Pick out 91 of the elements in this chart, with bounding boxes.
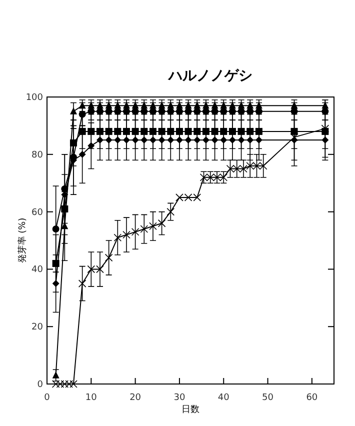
point bbox=[184, 108, 192, 115]
point bbox=[122, 136, 130, 144]
point bbox=[122, 108, 130, 115]
point bbox=[321, 124, 330, 132]
point bbox=[60, 380, 69, 388]
point bbox=[238, 136, 245, 144]
point bbox=[167, 136, 174, 144]
point bbox=[88, 108, 95, 115]
point bbox=[228, 108, 236, 115]
point bbox=[220, 108, 228, 115]
x-tick-label: 50 bbox=[262, 393, 274, 403]
point bbox=[105, 108, 112, 115]
point bbox=[238, 108, 245, 115]
point bbox=[88, 142, 95, 150]
y-tick-label: 80 bbox=[32, 150, 44, 160]
x-axis-title: 日数 bbox=[182, 404, 200, 415]
point bbox=[96, 136, 104, 144]
point bbox=[52, 226, 60, 233]
point bbox=[158, 108, 166, 115]
point bbox=[158, 219, 166, 228]
point bbox=[114, 136, 122, 144]
point bbox=[158, 128, 166, 135]
point bbox=[132, 136, 139, 144]
point bbox=[238, 128, 245, 135]
point bbox=[252, 162, 261, 170]
y-tick-label: 40 bbox=[32, 265, 44, 276]
point bbox=[184, 194, 192, 202]
point bbox=[88, 128, 95, 135]
point bbox=[232, 164, 241, 173]
point bbox=[211, 136, 218, 144]
point bbox=[166, 208, 175, 216]
point bbox=[246, 108, 254, 115]
point bbox=[290, 133, 298, 142]
x-tick-label: 0 bbox=[44, 393, 50, 403]
x-tick-label: 20 bbox=[130, 393, 142, 403]
point bbox=[255, 108, 262, 115]
point bbox=[52, 280, 60, 288]
point bbox=[140, 225, 148, 233]
point bbox=[255, 136, 262, 144]
point bbox=[140, 136, 148, 144]
point bbox=[158, 136, 166, 144]
point bbox=[149, 108, 156, 115]
point bbox=[194, 108, 201, 115]
point bbox=[70, 380, 78, 388]
y-tick-label: 0 bbox=[37, 380, 44, 390]
point bbox=[176, 194, 184, 202]
point bbox=[78, 280, 86, 288]
point bbox=[131, 228, 140, 236]
x-tick-label: 60 bbox=[306, 393, 318, 403]
point bbox=[184, 136, 192, 144]
point bbox=[104, 254, 113, 262]
point bbox=[96, 108, 104, 115]
point bbox=[149, 136, 156, 144]
point bbox=[202, 108, 210, 115]
point bbox=[176, 136, 183, 144]
point bbox=[105, 128, 112, 135]
x-tick-label: 30 bbox=[174, 393, 186, 403]
point bbox=[167, 108, 174, 115]
point bbox=[52, 380, 60, 388]
y-tick-label: 60 bbox=[32, 208, 44, 218]
point bbox=[96, 265, 104, 274]
point bbox=[149, 222, 157, 230]
point bbox=[52, 371, 60, 378]
point bbox=[105, 136, 112, 144]
y-axis-title: 発芽率 (%) bbox=[17, 218, 28, 264]
point bbox=[78, 128, 86, 135]
point bbox=[202, 136, 210, 144]
point bbox=[220, 136, 228, 144]
x-tick-label: 40 bbox=[218, 393, 230, 403]
point bbox=[70, 107, 77, 114]
point bbox=[194, 136, 201, 144]
point bbox=[122, 230, 130, 239]
point bbox=[61, 191, 68, 198]
point bbox=[114, 108, 122, 115]
point bbox=[246, 136, 254, 144]
point bbox=[228, 136, 236, 144]
point bbox=[132, 108, 139, 115]
point bbox=[132, 128, 139, 135]
point bbox=[176, 108, 183, 115]
point bbox=[78, 150, 86, 158]
y-tick-label: 20 bbox=[32, 322, 44, 333]
point bbox=[211, 128, 218, 135]
point bbox=[193, 194, 202, 202]
point bbox=[140, 108, 148, 115]
point bbox=[211, 108, 218, 115]
point bbox=[65, 380, 73, 388]
y-tick-label: 100 bbox=[26, 93, 44, 103]
chart-title: ハルノノゲシ bbox=[168, 68, 252, 84]
point bbox=[184, 128, 192, 135]
point bbox=[240, 164, 248, 173]
x-tick-label: 10 bbox=[85, 393, 98, 403]
